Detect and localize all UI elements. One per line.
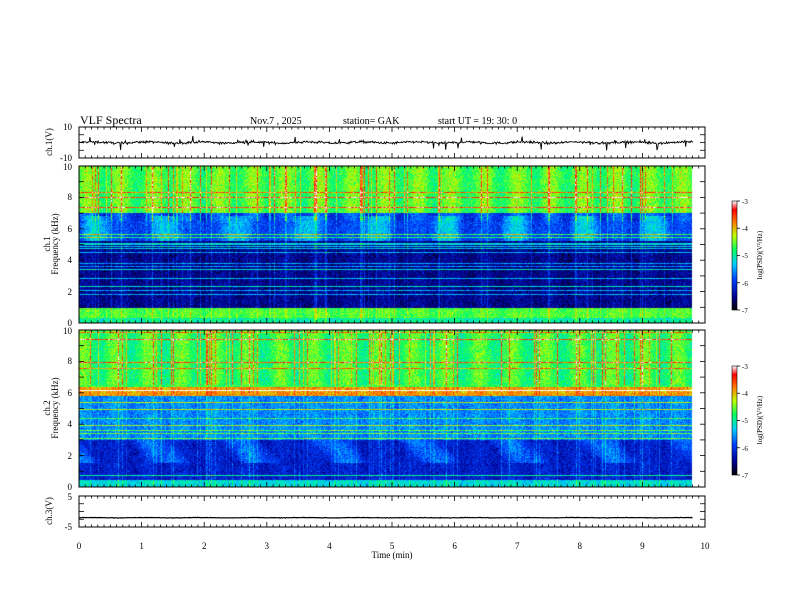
ch2-colorbar-gradient	[731, 365, 738, 476]
ch1-cb-tick-m3: -3	[742, 198, 748, 206]
ch2-colorbar-label: log(PSD)(V²/Hz)	[756, 395, 764, 444]
ch3-ytick-bottom: -5	[65, 522, 73, 532]
ch1-colorbar-ticks	[737, 200, 740, 311]
ch1-colorbar: -3 -4 -5 -6 -7 log(PSD)(V²/Hz)	[731, 198, 764, 315]
time-tick-0: 0	[77, 541, 82, 551]
time-tick-1: 1	[139, 541, 144, 551]
time-axis-label: Time (min)	[372, 550, 413, 560]
ch1-waveform-trace	[78, 135, 693, 151]
ch2-freq-tick-10: 10	[63, 326, 73, 336]
ch1-freq-tick-10: 10	[63, 162, 73, 172]
time-tick-6: 6	[452, 541, 457, 551]
ch1-cb-tick-m4: -4	[742, 225, 748, 233]
ch1-spectrogram-ylabel-freq: Frequency (kHz)	[50, 213, 60, 274]
ch1-freq-tick-0: 0	[68, 318, 73, 328]
ch2-colorbar-ticks	[737, 365, 740, 476]
ch2-freq-tick-4: 4	[68, 419, 73, 429]
ch2-spectrogram-panel: 0 2 4 6 8 10 ch.2 Frequency (kHz)	[42, 326, 706, 492]
time-tick-4: 4	[327, 541, 332, 551]
ch2-cb-tick-m5: -5	[742, 417, 748, 425]
ch1-cb-tick-m5: -5	[742, 252, 748, 260]
ch2-cb-tick-m4: -4	[742, 390, 748, 398]
ch1-spectrogram-panel: 0 2 4 6 8 10 ch.1 Frequency (kHz)	[42, 162, 706, 328]
ch2-cb-tick-m6: -6	[742, 445, 748, 453]
ch2-freq-tick-8: 8	[68, 356, 73, 366]
ch2-cb-tick-m7: -7	[742, 472, 748, 480]
ch1-waveform-ticks	[78, 126, 706, 159]
header-date: Nov.7 , 2025	[250, 116, 302, 127]
ch2-spectrogram-image	[79, 330, 705, 487]
ch2-cb-tick-m3: -3	[742, 363, 748, 371]
ch1-freq-tick-4: 4	[68, 255, 73, 265]
ch3-waveform-ticks	[78, 495, 706, 528]
ch2-freq-tick-0: 0	[68, 482, 73, 492]
ch2-spectrogram-ylabel-freq: Frequency (kHz)	[50, 377, 60, 438]
ch1-colorbar-label: log(PSD)(V²/Hz)	[756, 230, 764, 279]
ch1-colorbar-gradient	[731, 200, 738, 311]
time-axis: 0 1 2 3 4 5 6 7 8 9 10 Time (min)	[77, 541, 710, 560]
time-tick-2: 2	[202, 541, 207, 551]
time-tick-9: 9	[640, 541, 645, 551]
ch1-cb-tick-m6: -6	[742, 280, 748, 288]
ch2-freq-tick-2: 2	[68, 451, 73, 461]
ch2-spectrogram-ticks	[78, 329, 706, 488]
ch1-spectrogram-image	[79, 166, 705, 323]
time-tick-10: 10	[701, 541, 711, 551]
ch1-ytick-bottom: -10	[60, 153, 72, 163]
ch1-cb-tick-m7: -7	[742, 307, 748, 315]
ch1-spectrogram-ticks	[78, 165, 706, 324]
ch1-freq-tick-2: 2	[68, 287, 73, 297]
figure-title: VLF Spectra	[80, 113, 142, 127]
ch3-waveform-panel: 5 -5 ch.3(V)	[44, 492, 706, 532]
time-tick-8: 8	[578, 541, 583, 551]
ch1-freq-tick-6: 6	[68, 224, 73, 234]
ch1-waveform-panel: 10 -10 ch.1(V)	[44, 122, 706, 163]
ch2-freq-tick-6: 6	[68, 388, 73, 398]
ch3-ytick-top: 5	[68, 492, 73, 502]
time-tick-7: 7	[515, 541, 520, 551]
ch3-waveform-frame	[78, 495, 706, 528]
time-tick-3: 3	[265, 541, 270, 551]
ch3-waveform-trace	[79, 516, 693, 519]
header-station: station= GAK	[343, 116, 400, 127]
ch1-ytick-top: 10	[63, 122, 73, 132]
ch1-freq-tick-8: 8	[68, 192, 73, 202]
ch3-waveform-ylabel: ch.3(V)	[44, 497, 54, 525]
time-tick-5: 5	[390, 541, 395, 551]
ch1-waveform-ylabel: ch.1(V)	[44, 128, 54, 156]
ch2-colorbar: -3 -4 -5 -6 -7 log(PSD)(V²/Hz)	[731, 363, 764, 480]
ch1-waveform-frame	[78, 126, 706, 159]
ch2-spectrogram-ylabel-channel: ch.2	[42, 400, 52, 415]
ch1-spectrogram-ylabel-channel: ch.1	[42, 236, 52, 251]
header-start-ut: start UT = 19: 30: 0	[438, 116, 517, 127]
